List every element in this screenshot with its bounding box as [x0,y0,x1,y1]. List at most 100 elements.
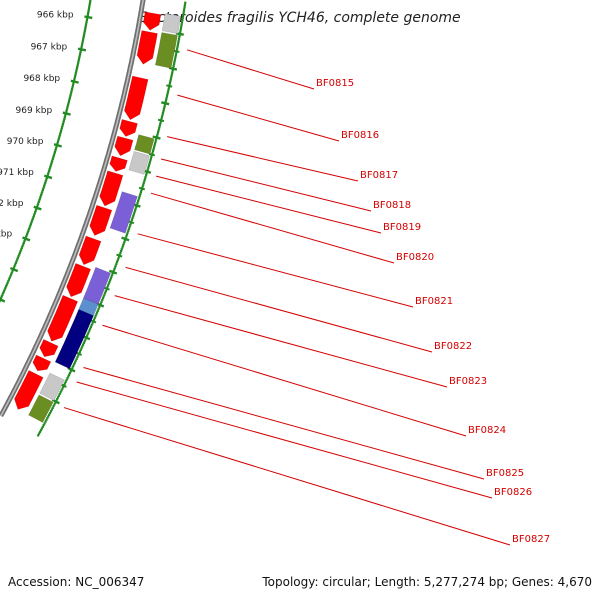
outer-dotted-ruler: 966 kbp 967 kbp 968 kbp 969 kbp 970 kbp 971 k… [0,0,93,303]
gene-label-text: BF0817 [360,170,398,181]
tick-mark [33,205,42,211]
gene-label-bf0820[interactable]: BF0820 [150,192,434,264]
gene-label-bf0816[interactable]: BF0816 [177,94,379,142]
tick-label: 970 kbp [7,137,44,147]
gene-label-bf0824[interactable]: BF0824 [102,324,506,437]
leader-line [63,407,511,546]
cds-arrow [66,263,92,298]
cds-arrow [78,235,102,266]
gene-labels: BF0815 BF0816 BF0817 BF0818 BF0819 BF0820 BF08… [63,49,550,546]
domain-feature [109,191,138,234]
leader-line [83,367,485,480]
gene-label-bf0821[interactable]: BF0821 [137,233,453,308]
tick-mark [161,101,170,106]
domain-feature [54,309,94,370]
leader-line [125,266,433,353]
cds-arrow [114,135,134,157]
gene-label-bf0819[interactable]: BF0819 [155,175,421,234]
gene-label-bf0826[interactable]: BF0826 [76,381,532,499]
gene-label-text: BF0827 [512,534,550,545]
cds-arrow [123,75,149,121]
tick-mark [116,253,123,258]
cds-arrow [136,30,158,65]
cds-arrow [99,170,124,207]
cds-arrow [39,338,59,358]
genome-title: Bacteroides fragilis YCH46, complete gen… [139,10,460,26]
leader-line [102,324,467,437]
gene-label-bf0827[interactable]: BF0827 [63,407,550,546]
tick-label: 973 kbp [0,230,12,240]
tick-ruler: 966 kbp 967 kbp 968 kbp 969 kbp 970 kbp 971 k… [0,0,187,437]
gene-label-text: BF0822 [434,341,472,352]
cds-arrow [47,294,79,342]
leader-line [155,175,382,234]
genome-summary: Topology: circular; Length: 5,277,274 bp… [261,575,592,589]
tick-label: 966 kbp [37,11,74,21]
feature-track [14,11,182,423]
cds-arrow [14,369,44,410]
gene-label-text: BF0816 [341,130,379,141]
tick-mark [53,143,62,148]
leader-line [114,295,448,388]
tick-mark [166,84,173,88]
cds-arrow [119,119,138,137]
gene-label-text: BF0824 [468,425,506,436]
cds-arrow [89,204,113,236]
leader-line [76,381,493,499]
tick-mark [62,111,71,116]
tick-mark [9,266,19,273]
tick-label: 969 kbp [16,106,53,116]
tick-mark [77,47,87,52]
cds-arrow [32,354,52,372]
tick-label: 968 kbp [23,74,60,84]
cds-arrow [109,155,128,172]
leader-line [160,158,372,212]
leader-line [150,192,395,264]
gene-label-text: BF0818 [373,200,411,211]
tick-label: 971 kbp [0,168,34,178]
tick-mark [138,186,146,191]
tick-mark [121,236,130,242]
cds-arrow [142,11,162,31]
gene-label-bf0818[interactable]: BF0818 [160,158,411,212]
tick-mark [75,351,83,356]
tick-mark [152,135,161,140]
rna-feature [134,134,155,155]
tick-label: 972 kbp [0,199,24,209]
tick-mark [22,236,31,242]
gene-label-text: BF0815 [316,78,354,89]
tick-mark [43,174,53,180]
misc-feature [39,372,65,402]
accession-label: Accession: NC_006347 [8,575,144,589]
rna-feature [28,394,54,423]
tick-mark [157,118,165,123]
tick-mark [175,32,184,36]
tick-mark [67,366,76,373]
tick-label: 967 kbp [31,42,68,52]
tick-mark [0,298,6,303]
gene-label-text: BF0819 [383,222,421,233]
gene-label-text: BF0826 [494,487,532,498]
tick-mark [84,15,93,20]
tick-mark [108,269,118,275]
inner-dotted-ruler [37,1,187,437]
gene-label-text: BF0825 [486,468,524,479]
gene-label-bf0815[interactable]: BF0815 [186,49,354,90]
gene-label-bf0823[interactable]: BF0823 [114,295,487,388]
misc-feature [161,13,182,34]
gene-label-text: BF0821 [415,296,453,307]
misc-feature [128,151,150,175]
leader-line [137,233,414,308]
gene-label-bf0825[interactable]: BF0825 [83,367,524,480]
leader-line [167,136,359,182]
gene-label-bf0822[interactable]: BF0822 [125,266,472,353]
rna-feature [154,32,178,69]
gene-label-text: BF0823 [449,376,487,387]
gene-label-text: BF0820 [396,252,434,263]
gene-label-bf0817[interactable]: BF0817 [167,136,398,182]
tick-mark [103,286,110,291]
tick-mark [60,383,67,388]
leader-line [186,49,315,90]
genome-backbone [0,0,146,418]
